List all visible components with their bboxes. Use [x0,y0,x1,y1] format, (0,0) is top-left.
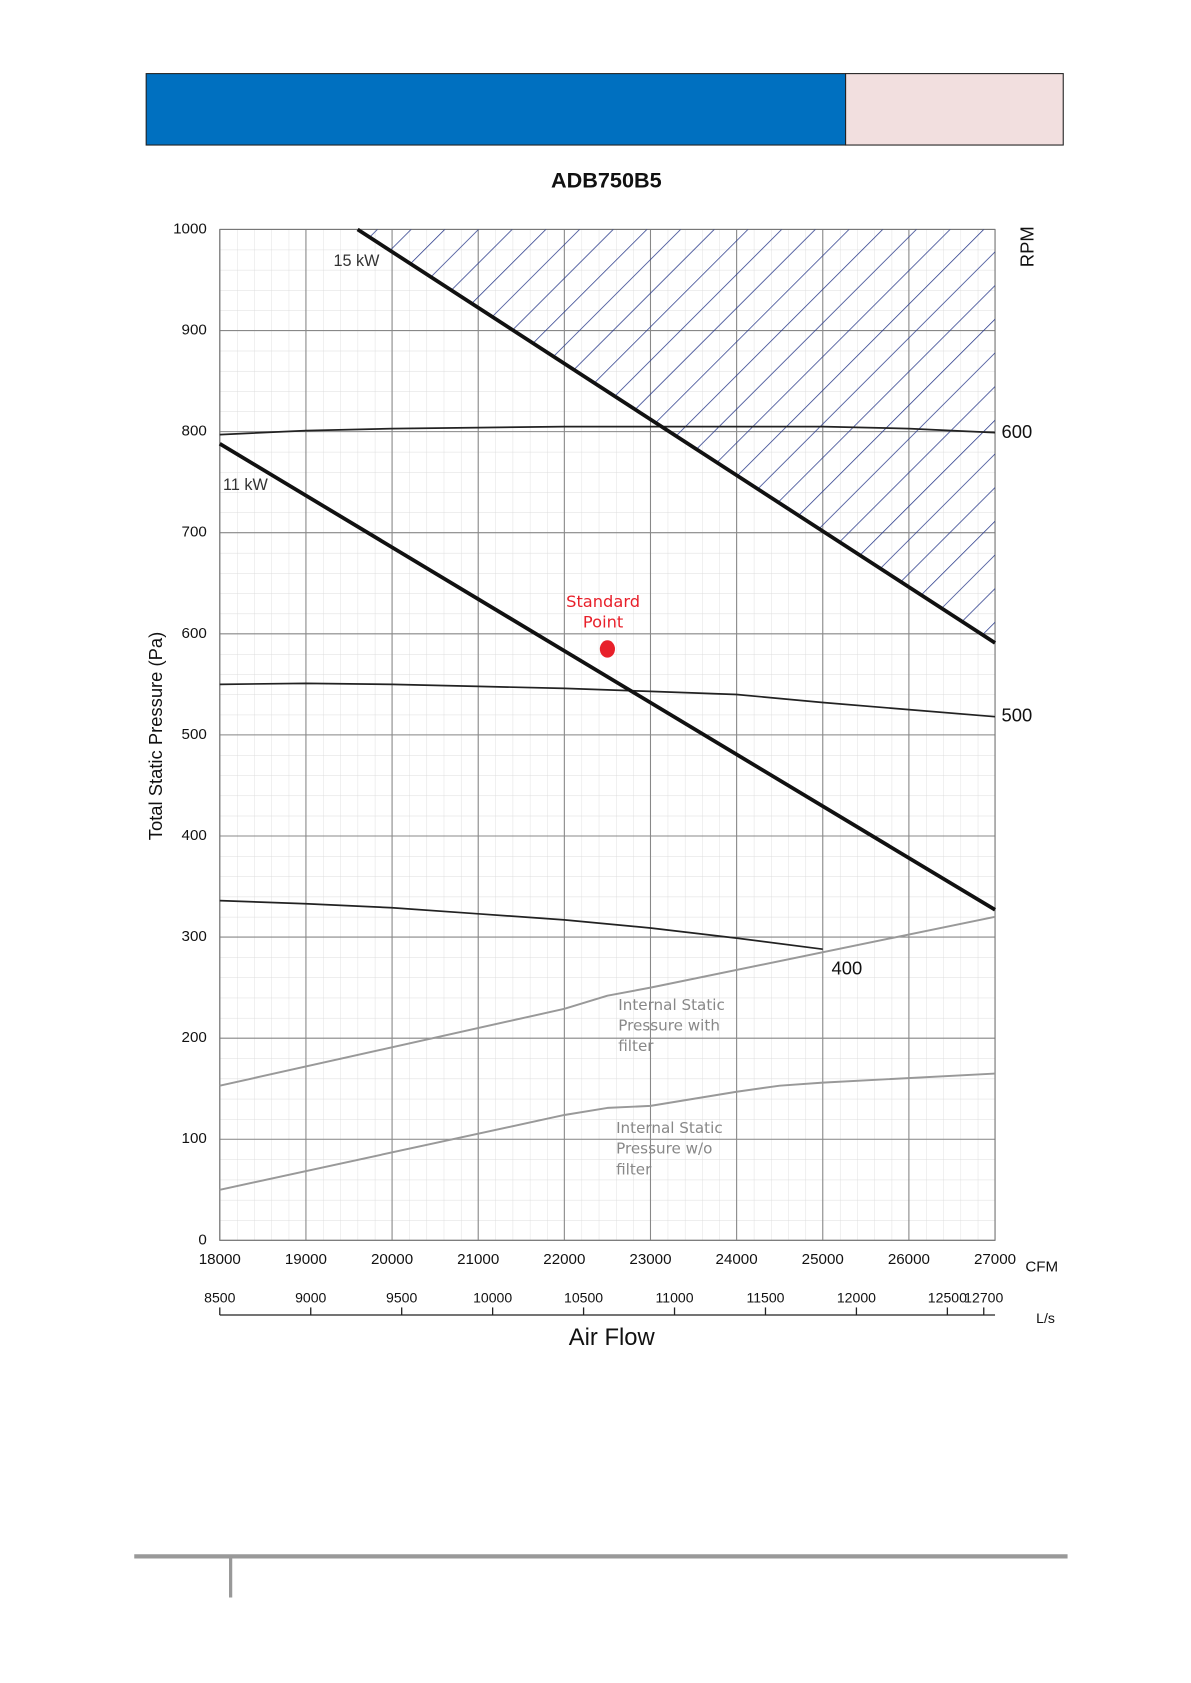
x-tick-label: 19000 [285,1251,327,1268]
y-tick-label: 900 [182,322,207,339]
x-tick-label: 27000 [974,1251,1016,1268]
x2-tick-label: 12700 [964,1289,1003,1305]
x2-tick-label: 12500 [928,1289,967,1305]
curve [219,682,996,718]
curve [356,227,997,645]
y-tick-label: 800 [182,423,207,440]
x2-tick-label: 11000 [655,1289,693,1305]
x2-tick-label: 8500 [204,1289,235,1305]
y-tick-label: 600 [182,625,207,642]
x2-tick-label: 10000 [473,1289,512,1305]
curves [218,227,997,1191]
y-tick-label: 1000 [173,220,207,237]
y-tick-label: 700 [182,524,207,541]
y2-axis-title: RPM [1016,226,1037,267]
curve-label: 400 [832,958,863,979]
curve [218,442,997,912]
x2-tick-label: 9500 [386,1289,417,1305]
curve-label: 500 [1002,704,1033,725]
x-tick-label: 26000 [888,1251,930,1268]
x2-tick-label: 9000 [295,1289,326,1305]
x-tick-label: 20000 [371,1251,413,1268]
curve-label-text: Internal Static Pressure w/o filter [616,1120,723,1179]
curve [219,915,996,1087]
header-bar [145,73,847,146]
x-tick-label: 23000 [629,1251,671,1268]
y-tick-label: 200 [182,1029,207,1046]
curve [219,899,823,951]
x-unit: CFM [1025,1258,1058,1275]
header-box [845,73,1064,146]
curve-label: Internal Static Pressure w/o filter [616,1120,723,1179]
x-axis-title: Air Flow [569,1324,656,1351]
curve-label-text: Standard Point [566,592,641,633]
curve-label: 600 [1002,421,1033,442]
y-tick-label: 500 [182,726,207,743]
y-tick-label: 300 [182,928,207,945]
curve-label: 11 kW [223,476,268,494]
x-tick-label: 25000 [802,1251,844,1268]
x-tick-label: 22000 [543,1251,585,1268]
curve-label: 15 kW [333,252,380,270]
curve [219,425,996,436]
x-tick-label: 24000 [716,1251,758,1268]
hatch-area [357,229,996,643]
x-tick-label: 18000 [199,1251,241,1268]
curve-label-text: Internal Static Pressure with filter [618,996,725,1056]
y-axis-title: Total Static Pressure (Pa) [145,632,166,840]
x2-tick-label: 11500 [746,1289,784,1305]
x2-tick-label: 10500 [564,1289,603,1305]
hatch-region [357,229,996,643]
x2-unit: L/s [1036,1310,1055,1326]
curve-label: Internal Static Pressure with filter [618,996,725,1056]
x-tick-label: 21000 [457,1251,499,1268]
marker [599,640,615,658]
y-tick-label: 100 [182,1130,207,1147]
y-tick-label: 400 [182,827,207,844]
y-tick-label: 0 [198,1231,206,1248]
curve [219,1072,996,1191]
x2-tick-label: 12000 [837,1289,876,1305]
chart-title: ADB750B5 [551,168,662,193]
curve-label: Standard Point [566,592,641,633]
